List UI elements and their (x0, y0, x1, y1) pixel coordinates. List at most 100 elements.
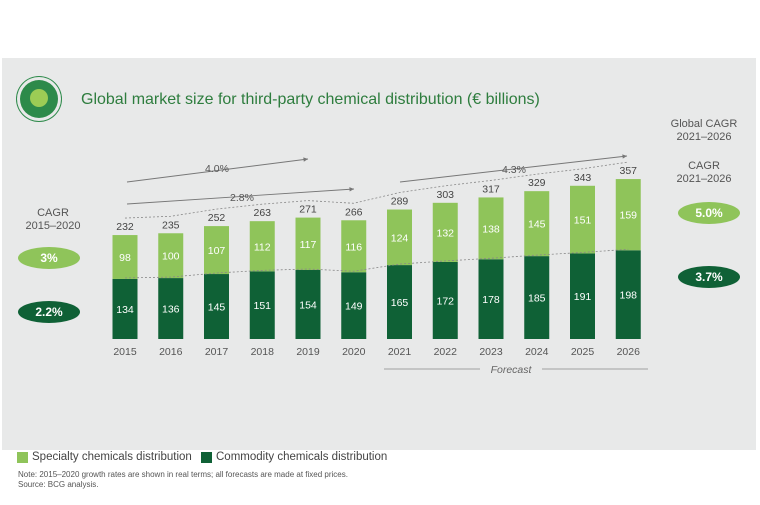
trend-line-commodity (124, 248, 629, 279)
tick-label-2015: 2015 (113, 346, 137, 358)
arrow-2-8-head (349, 187, 354, 192)
arrow-4-3 (399, 155, 628, 183)
label-total-2022: 303 (436, 189, 454, 201)
footnote-line2: Source: BCG analysis. (18, 480, 99, 489)
bar-commodity-2024 (524, 256, 550, 339)
bar-specialty-2021 (387, 209, 412, 266)
label-total-2021: 289 (391, 196, 409, 208)
legend-swatch-commodity (201, 451, 212, 463)
label-specialty-2017: 107 (208, 245, 226, 257)
bar-commodity-2016 (158, 278, 184, 339)
legend-item-specialty: Specialty chemicals distribution (17, 451, 192, 463)
label-total-2019: 271 (299, 204, 317, 216)
legend-label-specialty: Specialty chemicals distribution (32, 451, 192, 463)
bar-specialty-2017 (204, 226, 229, 275)
tick-label-2020: 2020 (342, 346, 366, 358)
right-cagr-label-line1: CAGR (688, 160, 720, 172)
label-total-2024: 329 (528, 177, 546, 189)
left-cagr-label: CAGR 2015–2020 (20, 207, 86, 233)
bar-specialty-2019 (295, 217, 321, 271)
right-cagr-label-line2: 2021–2026 (676, 173, 732, 185)
right-cagr-specialty-pill: 5.0% (678, 202, 740, 224)
tick-label-2022: 2022 (434, 346, 458, 358)
label-total-2015: 232 (116, 221, 134, 233)
bar-specialty-2016 (158, 233, 184, 279)
global-cagr-label-line1: Global CAGR (670, 118, 738, 130)
forecast-label: Forecast (491, 364, 533, 376)
tick-label-2019: 2019 (296, 346, 320, 358)
legend: Specialty chemicals distribution Commodi… (17, 451, 393, 466)
label-commodity-2017: 145 (208, 302, 226, 314)
tick-label-2018: 2018 (251, 346, 275, 358)
label-specialty-2015: 98 (119, 252, 131, 264)
footnote: Note: 2015–2020 growth rates are shown i… (18, 470, 348, 490)
label-specialty-2019: 117 (300, 239, 317, 251)
trend-label-4-0: 4.0% (205, 163, 229, 175)
globe-icon (20, 80, 58, 118)
bar-commodity-2021 (387, 265, 412, 339)
bar-commodity-2017 (204, 274, 229, 339)
bar-commodity-2026 (615, 250, 641, 339)
label-specialty-2024: 145 (528, 219, 546, 231)
bar-commodity-2025 (570, 253, 595, 339)
tick-label-2017: 2017 (205, 346, 229, 358)
left-cagr-label-line2: 2015–2020 (25, 220, 81, 232)
bar-specialty-2020 (341, 220, 367, 273)
label-commodity-2018: 151 (253, 300, 271, 312)
chart-title: Global market size for third-party chemi… (81, 91, 540, 108)
label-commodity-2015: 134 (116, 304, 134, 316)
arrow-2-8 (126, 188, 355, 205)
legend-item-commodity: Commodity chemicals distribution (201, 451, 387, 463)
label-specialty-2022: 132 (436, 227, 454, 239)
label-commodity-2024: 185 (528, 293, 546, 305)
label-commodity-2026: 198 (619, 290, 637, 302)
footnote-line1: Note: 2015–2020 growth rates are shown i… (18, 470, 348, 479)
label-specialty-2025: 151 (574, 215, 592, 227)
trend-label-2-8: 2.8% (230, 192, 254, 204)
left-cagr-specialty-pill: 3% (18, 247, 80, 269)
right-cagr-label: CAGR 2021–2026 (670, 160, 738, 186)
label-commodity-2019: 154 (299, 300, 317, 312)
label-commodity-2020: 149 (345, 301, 363, 313)
arrow-4-3-head (622, 154, 627, 159)
bar-specialty-2025 (570, 185, 595, 254)
label-total-2017: 252 (208, 212, 226, 224)
stacked-bar-chart: 134 98 232 2015 136 100 235 2016 145 107 252 2017 15… (112, 154, 648, 376)
bar-specialty-2015 (112, 235, 138, 279)
label-specialty-2020: 116 (345, 241, 362, 253)
label-commodity-2016: 136 (162, 304, 180, 316)
label-specialty-2018: 112 (254, 241, 271, 253)
label-total-2020: 266 (345, 206, 363, 218)
label-commodity-2022: 172 (436, 295, 454, 307)
arrow-4-0-head (303, 157, 308, 162)
tick-label-2023: 2023 (479, 346, 503, 358)
global-cagr-label: Global CAGR 2021–2026 (668, 118, 740, 144)
label-specialty-2016: 100 (162, 251, 180, 263)
right-cagr-commodity-pill: 3.7% (678, 266, 740, 288)
bar-commodity-2022 (432, 261, 458, 339)
bar-commodity-2015 (112, 278, 138, 339)
label-total-2025: 343 (574, 172, 592, 184)
bar-commodity-2023 (478, 259, 504, 339)
tick-label-2026: 2026 (617, 346, 641, 358)
legend-swatch-specialty (17, 451, 28, 463)
arrow-4-0 (126, 158, 309, 183)
trend-label-4-3: 4.3% (502, 164, 526, 176)
bar-specialty-2022 (432, 202, 458, 262)
bar-specialty-2026 (615, 179, 641, 251)
bar-commodity-2020 (341, 272, 367, 339)
label-commodity-2023: 178 (482, 294, 500, 306)
label-specialty-2026: 159 (619, 210, 637, 222)
left-cagr-commodity-pill: 2.2% (18, 301, 80, 323)
bar-specialty-2023 (478, 197, 504, 260)
tick-label-2016: 2016 (159, 346, 183, 358)
label-total-2026: 357 (619, 165, 637, 177)
tick-label-2025: 2025 (571, 346, 595, 358)
global-cagr-label-line2: 2021–2026 (676, 131, 732, 143)
bar-commodity-2019 (295, 270, 321, 339)
bar-specialty-2018 (249, 221, 275, 272)
tick-label-2021: 2021 (388, 346, 412, 358)
tick-label-2024: 2024 (525, 346, 549, 358)
bar-specialty-2024 (524, 191, 550, 257)
label-commodity-2025: 191 (574, 291, 592, 303)
